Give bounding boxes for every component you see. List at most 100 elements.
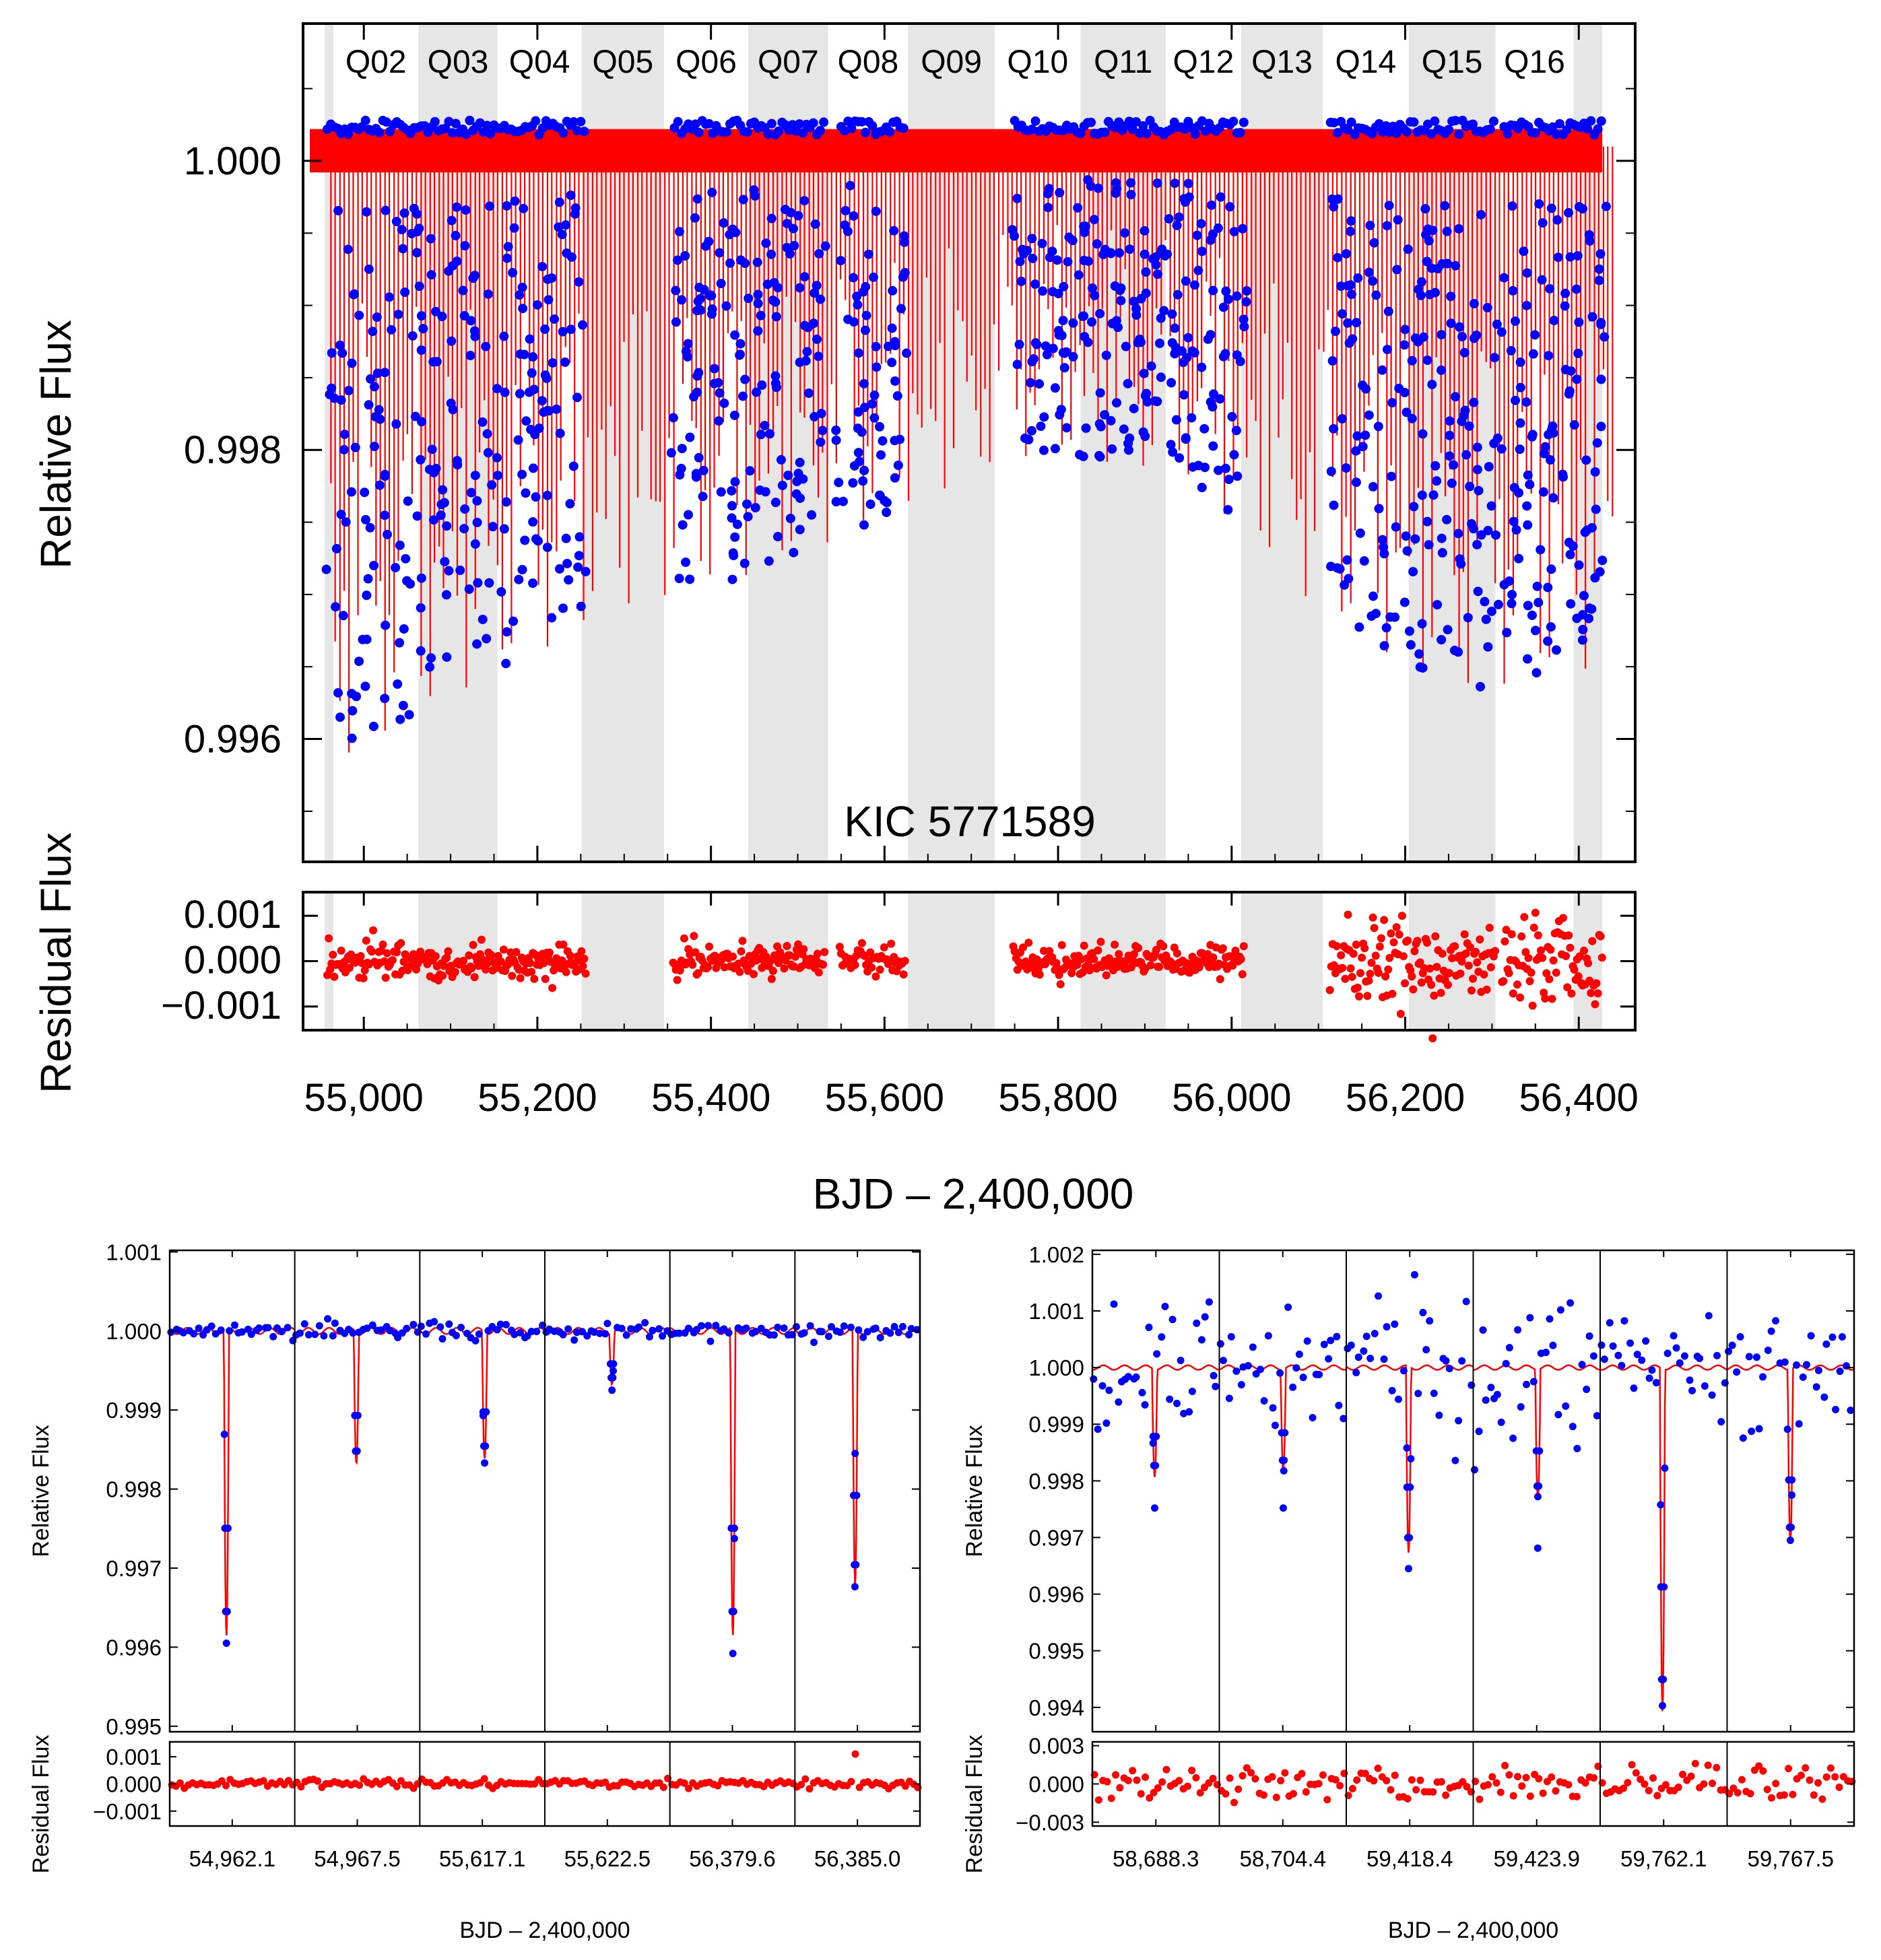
observed-point <box>730 1524 738 1532</box>
observed-point <box>374 127 385 137</box>
observed-point <box>1587 604 1597 614</box>
observed-point <box>482 121 492 131</box>
observed-point <box>1214 465 1224 475</box>
observed-point <box>1523 601 1533 611</box>
quarter-label: Q05 <box>592 44 653 80</box>
residual-point <box>694 969 702 978</box>
observed-point <box>1020 433 1030 443</box>
observed-point <box>1546 203 1556 213</box>
observed-point <box>1135 128 1145 138</box>
y-tick-label: 0.998 <box>106 1477 162 1502</box>
residual-point <box>835 943 844 951</box>
observed-point <box>742 1324 750 1332</box>
observed-point <box>482 1442 490 1450</box>
observed-point <box>1424 236 1434 246</box>
observed-point <box>882 498 892 508</box>
observed-point <box>849 317 859 327</box>
residual-point <box>1057 941 1066 949</box>
observed-point <box>1173 290 1183 300</box>
observed-point <box>1329 202 1339 212</box>
residual-point <box>1700 1780 1708 1788</box>
observed-point <box>380 368 390 378</box>
observed-point <box>1154 338 1164 348</box>
observed-point <box>1581 455 1591 465</box>
observed-point <box>869 413 880 423</box>
observed-point <box>1325 1355 1333 1363</box>
observed-point <box>1514 1326 1522 1334</box>
residual-point <box>581 970 590 978</box>
observed-point <box>465 115 475 125</box>
observed-point <box>1068 351 1078 362</box>
residual-point <box>1496 1788 1505 1796</box>
observed-point <box>1034 379 1045 389</box>
observed-point <box>335 340 345 350</box>
observed-point <box>1010 231 1020 241</box>
observed-point <box>853 1491 861 1499</box>
observed-point <box>1276 1369 1284 1377</box>
observed-point <box>1551 129 1561 139</box>
observed-point <box>1384 201 1394 211</box>
residual-point <box>794 940 803 949</box>
observed-point <box>1123 378 1133 388</box>
observed-point <box>1562 1402 1570 1410</box>
residual-point <box>887 939 896 948</box>
residual-point <box>1154 1784 1162 1792</box>
residual-point <box>1588 937 1597 945</box>
observed-point <box>501 658 511 669</box>
observed-point <box>1566 1299 1575 1307</box>
observed-point <box>394 1334 402 1342</box>
observed-point <box>691 472 701 482</box>
observed-point <box>1474 485 1484 496</box>
observed-point <box>902 348 912 358</box>
observed-point <box>885 127 895 137</box>
observed-point <box>1536 545 1546 555</box>
residual-point <box>1162 1765 1170 1773</box>
residual-point <box>259 1777 267 1785</box>
observed-point <box>1428 490 1439 500</box>
observed-point <box>416 454 426 465</box>
residual-y-axis-label: Residual Flux <box>32 832 80 1093</box>
observed-point <box>483 448 493 458</box>
observed-point <box>1451 261 1461 271</box>
residual-point <box>1763 1786 1771 1794</box>
quarter-label: Q08 <box>838 44 899 80</box>
observed-point <box>729 1607 737 1615</box>
observed-point <box>1387 398 1397 408</box>
observed-point <box>532 300 542 310</box>
observed-point <box>1591 504 1601 514</box>
observed-point <box>1098 249 1109 259</box>
observed-point <box>1141 288 1151 298</box>
observed-point <box>1475 1427 1483 1435</box>
observed-point <box>1197 483 1207 493</box>
observed-point <box>1659 1675 1668 1683</box>
observed-point <box>1393 215 1403 225</box>
observed-point <box>488 522 498 532</box>
observed-point <box>1280 1456 1288 1464</box>
observed-point <box>369 382 379 392</box>
residual-point <box>1155 963 1164 972</box>
observed-point <box>1260 1396 1268 1405</box>
observed-point <box>725 258 735 268</box>
observed-point <box>685 574 695 584</box>
residual-point <box>1463 1783 1471 1791</box>
observed-point <box>1614 1351 1622 1359</box>
observed-point <box>745 466 755 476</box>
observed-point <box>477 614 488 624</box>
observed-point <box>1728 1341 1736 1349</box>
y-tick-label: 0.999 <box>1028 1412 1084 1437</box>
observed-point <box>766 249 777 259</box>
residual-point <box>548 984 557 992</box>
observed-point <box>1179 390 1189 400</box>
observed-point <box>773 532 783 542</box>
observed-point <box>890 1322 898 1330</box>
observed-point <box>1511 395 1521 405</box>
observed-point <box>1106 248 1116 258</box>
observed-point <box>707 187 717 197</box>
observed-point <box>858 476 868 486</box>
observed-point <box>1545 283 1555 294</box>
observed-point <box>690 213 700 223</box>
observed-point <box>1391 522 1401 532</box>
residual-point <box>508 972 517 980</box>
observed-point <box>533 1328 541 1336</box>
observed-point <box>427 444 437 454</box>
